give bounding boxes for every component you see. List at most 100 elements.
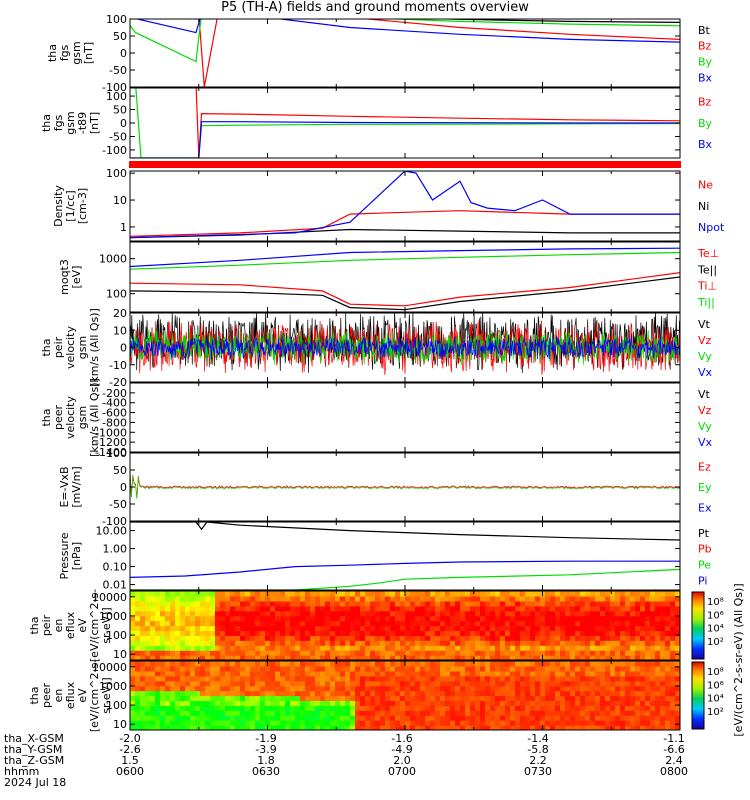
spectrogram-cell [325, 661, 331, 667]
y-axis-label: tha [40, 408, 53, 426]
spectrogram-cell [665, 635, 671, 641]
spectrogram-cell [210, 615, 216, 622]
spectrogram-cell [530, 600, 536, 607]
spectrogram-cell [135, 690, 141, 697]
spectrogram-cell [410, 630, 416, 636]
spectrogram-cell [260, 670, 266, 677]
spectrogram-cell [385, 670, 391, 677]
spectrogram-cell [415, 600, 421, 607]
spectrogram-cell [490, 595, 496, 602]
spectrogram-cell [295, 661, 301, 667]
spectrogram-cell [375, 665, 381, 672]
spectrogram-cell [145, 670, 151, 677]
spectrogram-cell [620, 635, 626, 641]
spectrogram-cell [380, 610, 386, 617]
spectrogram-cell [365, 650, 371, 656]
spectrogram-cell [290, 725, 296, 730]
spectrogram-cell [555, 720, 561, 726]
spectrogram-cell [665, 725, 671, 730]
spectrogram-cell [585, 600, 591, 607]
spectrogram-cell [630, 710, 636, 716]
spectrogram-cell [140, 600, 146, 607]
spectrogram-cell [475, 670, 481, 677]
spectrogram-cell [580, 725, 586, 730]
spectrogram-cell [575, 650, 581, 656]
spectrogram-cell [670, 720, 676, 726]
spectrogram-cell [440, 635, 446, 641]
spectrogram-cell [355, 591, 361, 597]
spectrogram-cell [305, 675, 311, 682]
y-tick-label: 0 [120, 47, 127, 60]
spectrogram-cell [150, 725, 156, 730]
spectrogram-cell [495, 650, 501, 656]
spectrogram-cell [640, 670, 646, 677]
spectrogram-cell [280, 645, 286, 651]
spectrogram-cell [185, 635, 191, 641]
spectrogram-cell [340, 695, 346, 702]
spectrogram-cell [260, 615, 266, 622]
spectrogram-cell [350, 695, 356, 702]
spectrogram-cell [625, 595, 631, 602]
spectrogram-cell [515, 640, 521, 646]
spectrogram-cell [570, 635, 576, 641]
spectrogram-cell [480, 615, 486, 622]
spectrogram-cell [620, 700, 626, 706]
spectrogram-cell [440, 655, 446, 660]
eph-x-value: -1.4 [527, 732, 549, 745]
spectrogram-cell [395, 650, 401, 656]
spectrogram-cell [550, 630, 556, 636]
spectrogram-cell [490, 635, 496, 641]
eph-time-value: 0630 [252, 765, 280, 778]
spectrogram-cell [640, 700, 646, 706]
spectrogram-cell [500, 655, 506, 660]
spectrogram-cell [225, 600, 231, 607]
spectrogram-cell [215, 645, 221, 651]
eph-y-value: -6.6 [663, 743, 685, 756]
spectrogram-cell [585, 675, 591, 682]
spectrogram-cell [365, 690, 371, 697]
spectrogram-cell [670, 610, 676, 617]
spectrogram-cell [365, 715, 371, 721]
spectrogram-cell [520, 620, 526, 627]
spectrogram-cell [615, 655, 621, 660]
spectrogram-cell [650, 661, 656, 667]
spectrogram-cell [525, 591, 531, 597]
spectrogram-cell [530, 725, 536, 730]
spectrogram-cell [525, 635, 531, 641]
spectrogram-cell [515, 655, 521, 660]
spectrogram-cell [450, 710, 456, 716]
spectrogram-cell [295, 685, 301, 692]
spectrogram-cell [415, 640, 421, 646]
spectrogram-cell [605, 595, 611, 602]
spectrogram-cell [350, 725, 356, 730]
spectrogram-cell [175, 675, 181, 682]
y-axis-label: peer [40, 683, 53, 709]
spectrogram-cell [390, 690, 396, 697]
spectrogram-cell [360, 680, 366, 687]
spectrogram-cell [645, 661, 651, 667]
spectrogram-cell [255, 635, 261, 641]
spectrogram-cell [655, 655, 661, 660]
spectrogram-cell [585, 620, 591, 627]
spectrogram-cell [510, 725, 516, 730]
spectrogram-cell [495, 605, 501, 612]
spectrogram-cell [580, 661, 586, 667]
spectrogram-cell [595, 605, 601, 612]
spectrogram-cell [545, 695, 551, 702]
spectrogram-cell [385, 610, 391, 617]
spectrogram-cell [530, 650, 536, 656]
series-line-Bt [426, 19, 680, 23]
spectrogram-cell [525, 625, 531, 632]
spectrogram-cell [295, 600, 301, 607]
spectrogram-cell [220, 605, 226, 612]
spectrogram-cell [220, 640, 226, 646]
spectrogram-cell [315, 600, 321, 607]
series-line-Npot [130, 171, 680, 239]
spectrogram-cell [160, 680, 166, 687]
spectrogram-cell [565, 725, 571, 730]
spectrogram-cell [490, 625, 496, 632]
velocity-noise-trace [130, 329, 680, 366]
spectrogram-cell [590, 625, 596, 632]
spectrogram-cell [305, 595, 311, 602]
spectrogram-cell [245, 675, 251, 682]
